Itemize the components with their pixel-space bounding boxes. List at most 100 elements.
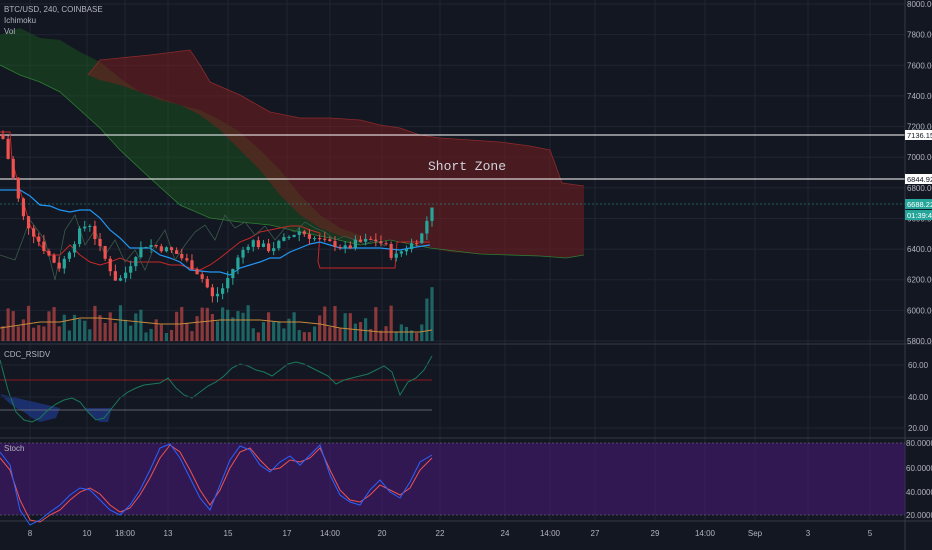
time-axis[interactable]: 8 10 18:00 13 15 17 14:00 20 22 24 14:00 27 29 14:00 S… <box>28 529 873 538</box>
volume-bar <box>226 309 230 341</box>
volume-bar <box>241 312 245 341</box>
volume-bar <box>236 311 240 341</box>
stoch-panel <box>0 442 905 526</box>
volume-bar <box>154 319 158 341</box>
stoch-k-line <box>0 443 433 526</box>
candle-body <box>379 241 383 244</box>
price-tick-label: 7000.00 <box>907 153 932 162</box>
volume-bar <box>6 308 10 341</box>
candle-body <box>88 225 92 227</box>
candle-body <box>307 234 312 239</box>
candle-body <box>348 245 352 249</box>
price-tag-bg <box>905 199 932 209</box>
bull-cloud <box>0 28 360 245</box>
candle-body <box>190 260 194 270</box>
candle-body <box>333 241 337 248</box>
volume-bar <box>266 312 271 341</box>
candle-body <box>72 244 77 253</box>
volume-bar <box>318 315 322 341</box>
volume-bar <box>118 305 123 341</box>
candle-body <box>180 253 184 259</box>
volume-bar <box>47 311 51 341</box>
volume-legend[interactable]: Vol <box>4 27 16 36</box>
volume-bar <box>430 287 434 341</box>
price-tick-label: 7200.00 <box>907 123 932 132</box>
candle-body <box>200 274 204 279</box>
volume-bar <box>164 332 169 341</box>
candle-body <box>52 255 56 263</box>
candle-body <box>129 266 133 273</box>
time-tick-label: 18:00 <box>115 529 136 538</box>
volume-bar <box>42 326 46 341</box>
senkou-a <box>87 49 585 187</box>
candle-body <box>215 293 220 297</box>
volume-bar <box>83 320 87 341</box>
volume-bar <box>88 329 92 341</box>
volume-bar <box>287 318 291 341</box>
volume-bar <box>215 321 220 341</box>
chikou-span <box>0 214 386 281</box>
candle-body <box>292 234 296 237</box>
candle-body <box>409 243 414 250</box>
candle-body <box>261 243 266 248</box>
candle-body <box>404 249 409 252</box>
candle-body <box>175 250 179 254</box>
time-tick-label: 8 <box>28 529 33 538</box>
ichimoku-legend[interactable]: Ichimoku <box>4 16 37 25</box>
volume-bar <box>420 324 424 341</box>
volume-bar <box>221 307 225 341</box>
volume-bar <box>302 332 306 341</box>
candle-body <box>430 207 434 221</box>
candle-body <box>389 243 393 258</box>
volume-bar <box>78 319 82 341</box>
candle-body <box>32 228 36 237</box>
volume-bar <box>231 317 235 341</box>
candle-body <box>420 233 424 244</box>
price-tags: 7136.15 6844.92 6688.22 01:39:45 <box>905 130 932 220</box>
time-tick-label: 24 <box>501 529 510 538</box>
volume-bar <box>185 322 189 341</box>
volume-bar <box>37 325 41 341</box>
volume-bar <box>282 328 286 341</box>
candle-body <box>246 246 250 250</box>
price-tick-label: 6400.00 <box>907 245 932 254</box>
volume-bar <box>343 313 347 341</box>
volume-bar <box>93 305 97 341</box>
candle-body <box>210 287 214 297</box>
candle-body <box>1 134 5 139</box>
candle-body <box>399 251 403 254</box>
volume-bar <box>297 330 301 341</box>
short-zone-label[interactable]: Short Zone <box>428 159 506 174</box>
time-tick-label: 3 <box>806 529 811 538</box>
volume-bar <box>251 328 255 341</box>
volume-bar <box>415 332 419 341</box>
candles <box>1 130 434 303</box>
volume-bar <box>307 332 312 341</box>
volume-bar <box>425 298 429 341</box>
volume-bar <box>134 313 138 341</box>
price-tick-label: 7400.00 <box>907 92 932 101</box>
time-tick-label: 20 <box>378 529 387 538</box>
rsi-tick-label: 40.00 <box>908 393 929 402</box>
volume-bar <box>323 306 327 341</box>
stoch-band <box>0 443 905 515</box>
price-tag-bg <box>905 130 932 140</box>
volume-bar <box>62 314 66 341</box>
candle-body <box>374 239 378 242</box>
volume-bar <box>16 326 20 341</box>
volume-bar <box>379 330 383 341</box>
volume-bar <box>384 326 388 341</box>
candle-body <box>16 177 20 199</box>
candle-body <box>338 247 342 249</box>
candle-body <box>6 138 10 159</box>
rsi-tick-label: 60.00 <box>908 361 929 370</box>
volume-bar <box>98 315 102 341</box>
rsi-panel <box>0 355 433 423</box>
candle-body <box>108 258 112 272</box>
symbol-legend[interactable]: BTC/USD, 240, COINBASE <box>4 5 103 14</box>
volume-bar <box>277 321 281 341</box>
volume-bar <box>394 331 398 341</box>
volume-bar <box>399 324 403 341</box>
candle-body <box>57 262 61 269</box>
